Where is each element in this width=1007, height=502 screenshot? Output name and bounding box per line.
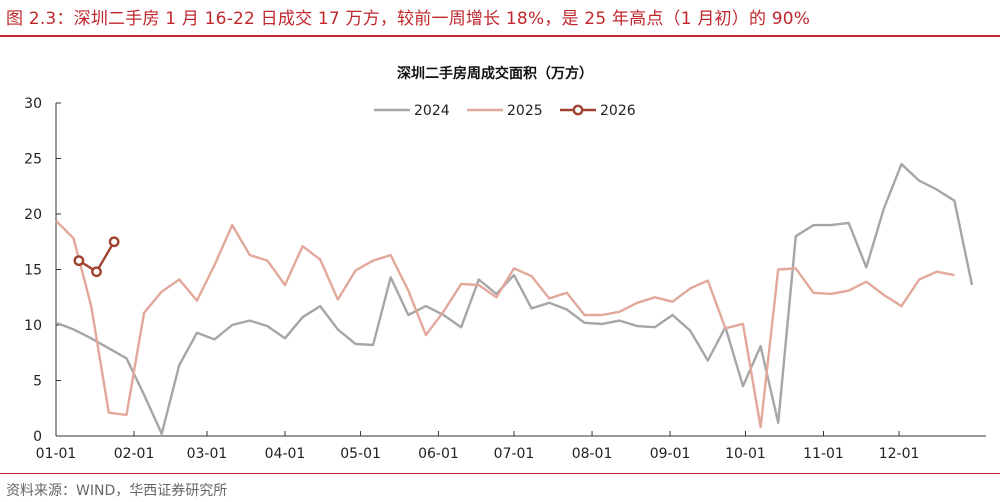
x-tick-label: 09-01	[650, 446, 691, 462]
y-tick-label: 20	[24, 207, 42, 223]
legend: 2024 2025 2026	[374, 103, 636, 119]
legend-label-2026: 2026	[600, 103, 636, 119]
x-tick-label: 06-01	[418, 446, 459, 462]
series-line-2025	[55, 219, 955, 429]
source-note: 资料来源：WIND，华西证券研究所	[6, 483, 228, 499]
x-tick-label: 11-01	[803, 446, 844, 462]
x-tick-label: 02-01	[114, 446, 155, 462]
x-axis: 01-01 02-01 03-01 04-01 05-01 06-01 07-01 08-01…	[36, 431, 986, 462]
x-tick-label: 03-01	[187, 446, 228, 462]
legend-marker-2026	[572, 104, 584, 116]
y-tick-label: 10	[24, 318, 42, 334]
x-tick-label: 05-01	[340, 446, 381, 462]
title-divider	[0, 35, 1000, 37]
x-tick-label: 08-01	[572, 446, 613, 462]
series-point-2026	[108, 236, 120, 248]
figure-title: 图 2.3：深圳二手房 1 月 16-22 日成交 17 万方，较前一周增长 1…	[6, 9, 811, 29]
x-tick-label: 04-01	[265, 446, 306, 462]
y-axis: 0 5 10 15 20 25 30	[24, 96, 61, 445]
footer-divider	[0, 473, 1000, 474]
x-tick-label: 01-01	[36, 446, 77, 462]
y-tick-label: 30	[24, 96, 42, 112]
x-tick-label: 07-01	[494, 446, 535, 462]
y-tick-label: 15	[24, 263, 42, 279]
series-layer	[55, 162, 974, 435]
x-tick-label: 12-01	[879, 446, 920, 462]
x-tick-label: 10-01	[725, 446, 766, 462]
series-point-2026	[73, 255, 85, 267]
legend-label-2024: 2024	[414, 103, 450, 119]
series-line-2024	[55, 162, 974, 435]
chart-title: 深圳二手房周成交面积（万方）	[397, 65, 593, 82]
legend-label-2025: 2025	[507, 103, 543, 119]
y-tick-label: 0	[33, 429, 42, 445]
series-point-2026	[91, 266, 102, 278]
y-tick-label: 5	[33, 374, 42, 390]
y-tick-label: 25	[24, 152, 42, 168]
